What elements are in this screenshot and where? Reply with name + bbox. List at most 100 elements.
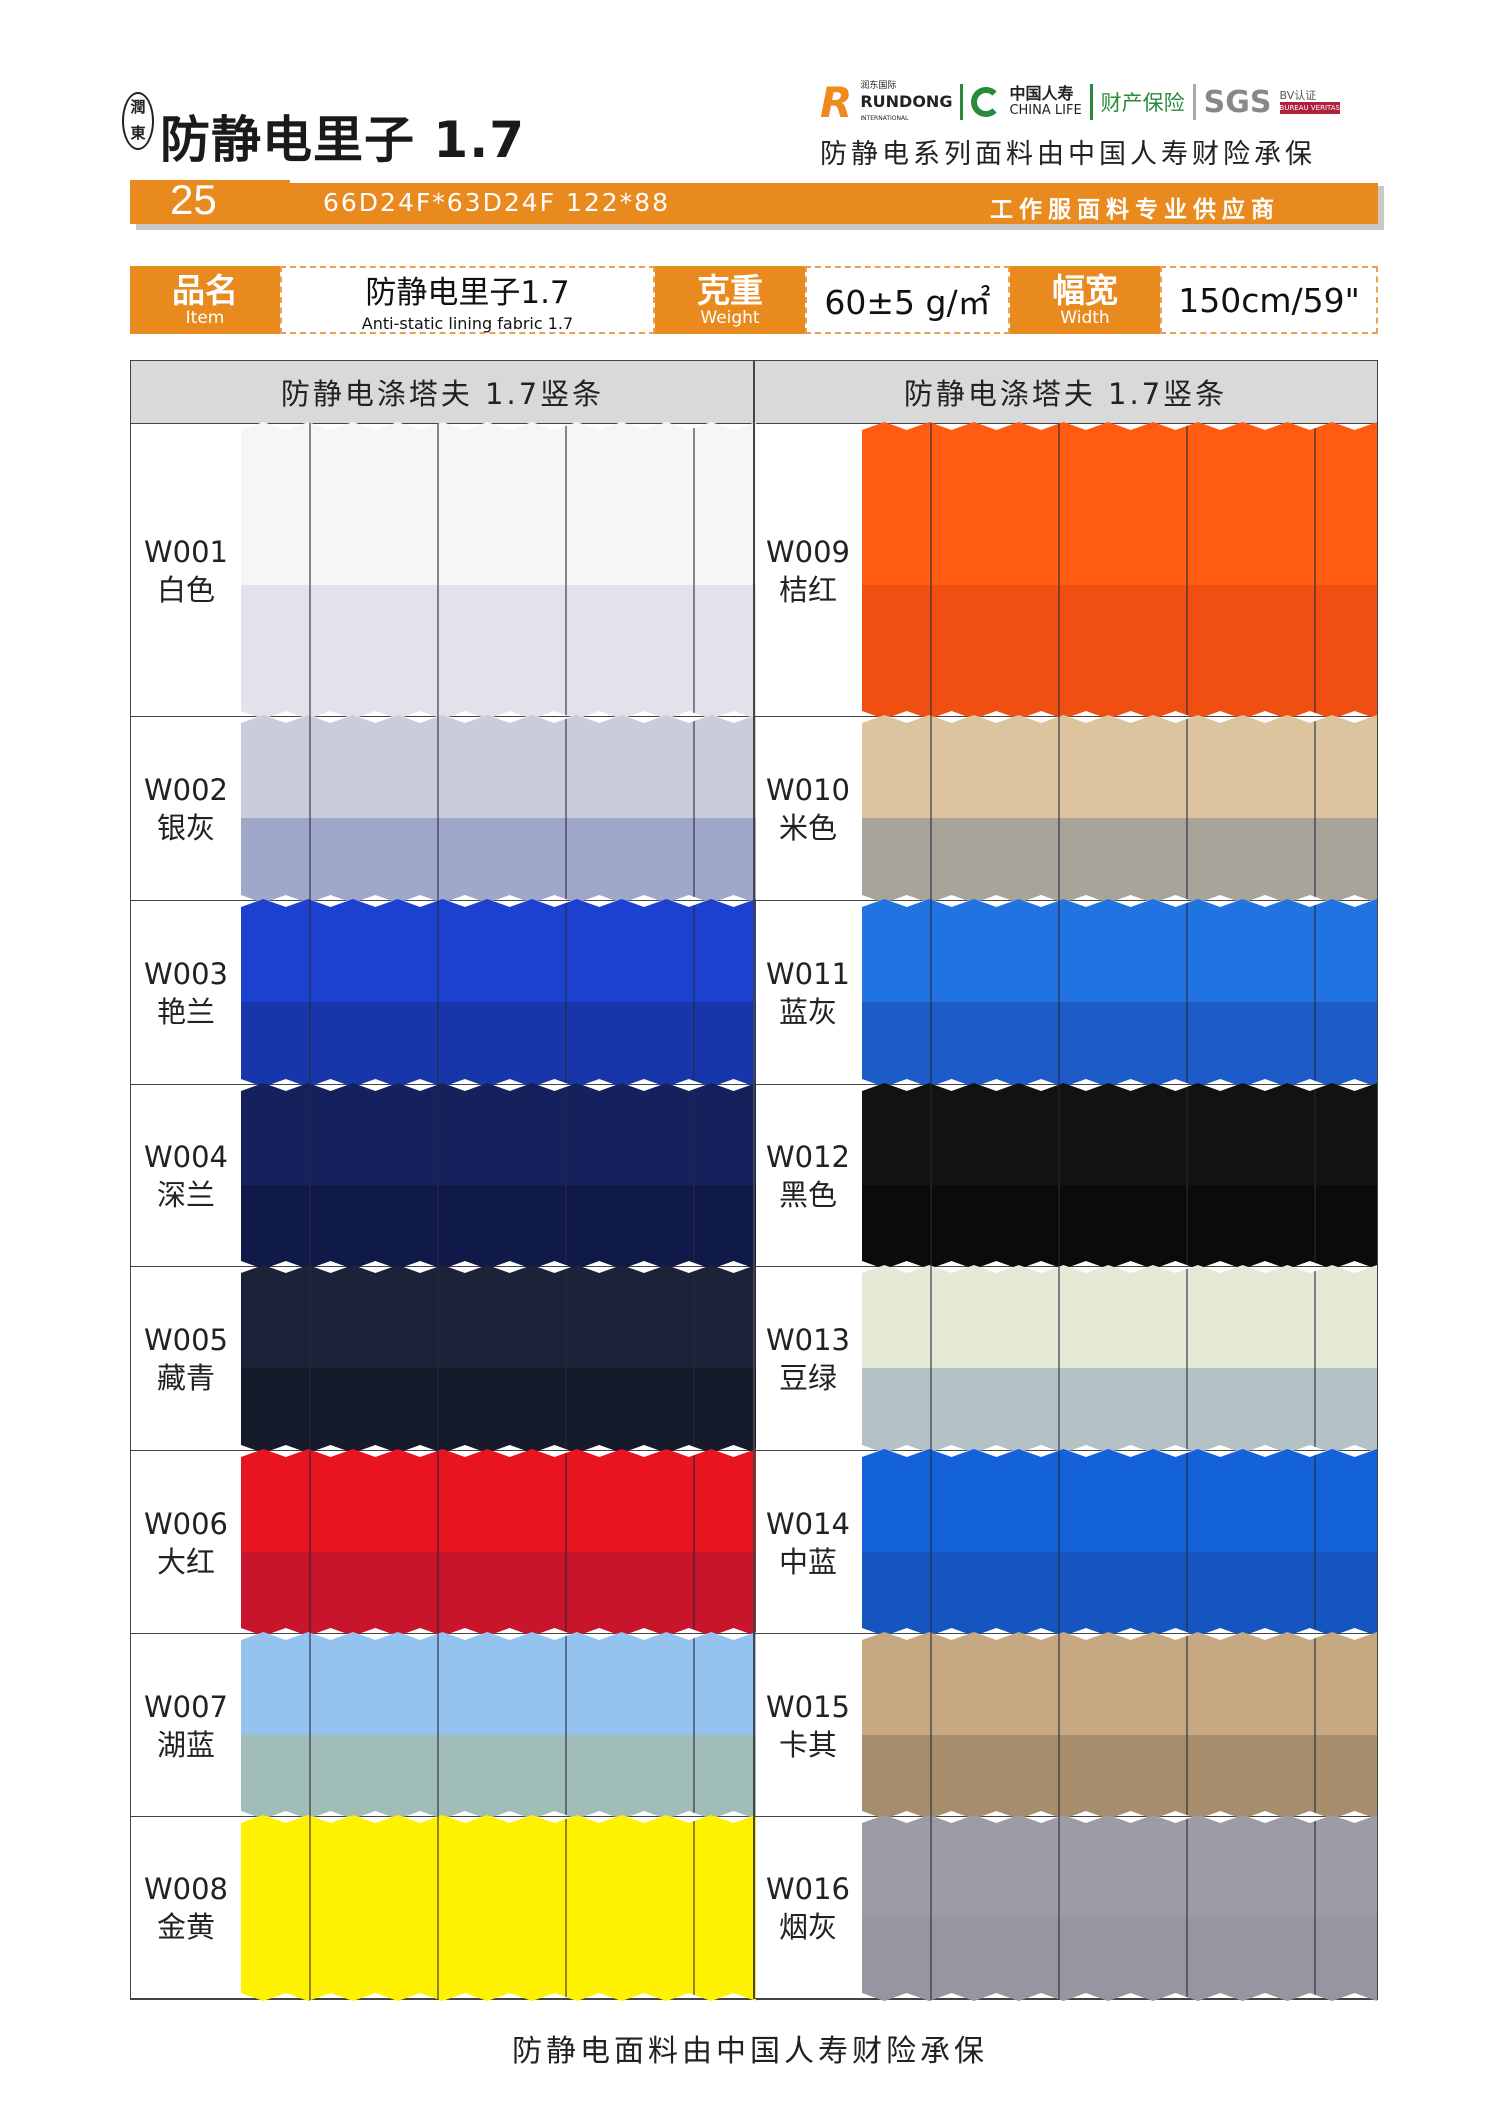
fabric-swatch <box>241 1083 756 1269</box>
fabric-swatch <box>241 422 756 719</box>
fabric-swatch <box>241 1449 756 1636</box>
swatch-row: W008 金黄 <box>131 1817 754 1999</box>
rundong-logo-icon: R <box>820 77 853 127</box>
color-label: W005 藏青 <box>131 1267 241 1451</box>
color-label: W002 银灰 <box>131 717 241 901</box>
color-label: W001 白色 <box>131 424 241 717</box>
color-name: 大红 <box>156 1544 215 1579</box>
swatch-row: W012 黑色 <box>754 1085 1377 1267</box>
color-code: W007 <box>143 1689 229 1724</box>
column-header-left: 防静电涤塔夫 1.7竖条 <box>131 361 754 424</box>
color-code: W012 <box>765 1140 851 1174</box>
color-code: W008 <box>143 1872 229 1906</box>
swatch-row: W010 米色 <box>754 717 1377 901</box>
fabric-swatch <box>241 715 756 903</box>
color-name: 蓝灰 <box>778 995 837 1029</box>
fabric-spec: 66D24F*63D24F 122*88 <box>323 188 670 217</box>
color-code: W002 <box>143 773 229 807</box>
band-divider <box>290 180 1378 183</box>
china-life-logo: 中国人寿 CHINA LIFE <box>1009 84 1082 119</box>
color-name: 烟灰 <box>778 1910 837 1944</box>
color-label: W007 湖蓝 <box>131 1634 241 1817</box>
swatch-row: W007 湖蓝 <box>131 1634 754 1817</box>
property-insurance-label: 财产保险 <box>1100 91 1185 115</box>
swatch-row: W005 藏青 <box>131 1267 754 1451</box>
color-label: W014 中蓝 <box>754 1451 862 1634</box>
color-name: 藏青 <box>156 1361 215 1395</box>
width-value: 150cm/59" <box>1160 266 1378 334</box>
color-code: W016 <box>765 1872 851 1906</box>
color-name: 金黄 <box>156 1910 215 1944</box>
swatch-row: W011 蓝灰 <box>754 901 1377 1085</box>
color-code: W009 <box>765 534 851 569</box>
color-label: W003 艳兰 <box>131 901 241 1085</box>
color-label: W015 卡其 <box>754 1634 862 1817</box>
china-life-logo-icon <box>971 87 1002 117</box>
color-code: W006 <box>143 1506 229 1541</box>
swatch-row: W014 中蓝 <box>754 1451 1377 1634</box>
fabric-swatch <box>862 715 1377 903</box>
slogan: 工作服面料专业供应商 <box>990 196 1280 223</box>
page-title: 防静电里子 1.7 <box>160 111 525 169</box>
fabric-swatch <box>862 1083 1377 1269</box>
swatch-row: W003 艳兰 <box>131 901 754 1085</box>
swatch-row: W006 大红 <box>131 1451 754 1634</box>
color-label: W016 烟灰 <box>754 1817 862 1999</box>
color-name: 豆绿 <box>778 1361 837 1395</box>
swatch-row: W001 白色 <box>131 424 754 717</box>
color-name: 米色 <box>778 811 837 845</box>
color-code: W015 <box>765 1689 851 1724</box>
color-name: 桔红 <box>778 572 837 607</box>
page-number: 25 <box>170 176 217 223</box>
color-code: W004 <box>143 1140 229 1174</box>
insurance-note: 防静电系列面料由中国人寿财险承保 <box>820 139 1316 170</box>
color-name: 银灰 <box>156 811 215 845</box>
rundong-logo: 润东国际 RUNDONG INTERNATIONAL <box>860 80 953 122</box>
fabric-swatch <box>241 1632 756 1819</box>
color-label: W013 豆绿 <box>754 1267 862 1451</box>
color-name: 黑色 <box>778 1178 837 1212</box>
spec-band <box>130 180 1378 224</box>
color-label: W004 深兰 <box>131 1085 241 1267</box>
color-label: W011 蓝灰 <box>754 901 862 1085</box>
color-code: W003 <box>143 957 229 991</box>
swatch-row: W004 深兰 <box>131 1085 754 1267</box>
color-name: 卡其 <box>778 1727 837 1762</box>
fabric-swatch <box>862 422 1377 719</box>
bv-logo: BV认证 BUREAU VERITAS <box>1279 89 1340 114</box>
weight-label: 克重 Weight <box>655 266 805 334</box>
color-code: W011 <box>765 957 851 991</box>
color-label: W006 大红 <box>131 1451 241 1634</box>
swatch-row: W016 烟灰 <box>754 1817 1377 1999</box>
width-label: 幅宽 Width <box>1010 266 1160 334</box>
color-code: W005 <box>143 1323 229 1357</box>
color-code: W013 <box>765 1323 851 1357</box>
color-name: 湖蓝 <box>156 1727 215 1762</box>
color-name: 白色 <box>156 572 215 607</box>
footer-note: 防静电面料由中国人寿财险承保 <box>512 2034 988 2069</box>
fabric-swatch <box>862 1449 1377 1636</box>
seal-text: 潤東 <box>130 98 146 142</box>
color-name: 深兰 <box>156 1178 215 1212</box>
fabric-swatch <box>241 1815 756 2001</box>
info-bar: 品名 Item 防静电里子1.7 Anti-static lining fabric… <box>130 266 1378 334</box>
item-value: 防静电里子1.7 Anti-static lining fabric 1.7 <box>280 266 655 334</box>
color-name: 艳兰 <box>156 995 215 1029</box>
swatch-row: W015 卡其 <box>754 1634 1377 1817</box>
item-label: 品名 Item <box>130 266 280 334</box>
color-name: 中蓝 <box>778 1544 837 1579</box>
swatch-row: W002 银灰 <box>131 717 754 901</box>
partner-logos: R 润东国际 RUNDONG INTERNATIONAL 中国人寿 CHINA LIF… <box>820 77 1340 127</box>
swatch-row: W009 桔红 <box>754 424 1377 717</box>
fabric-swatch <box>862 1265 1377 1453</box>
swatch-row: W013 豆绿 <box>754 1267 1377 1451</box>
color-label: W012 黑色 <box>754 1085 862 1267</box>
fabric-swatch <box>862 1815 1377 2001</box>
column-header-right: 防静电涤塔夫 1.7竖条 <box>754 361 1377 424</box>
color-label: W008 金黄 <box>131 1817 241 1999</box>
fabric-swatch <box>241 1265 756 1453</box>
color-code: W001 <box>143 534 229 569</box>
fabric-swatch <box>862 899 1377 1087</box>
sgs-logo: SGS <box>1203 84 1272 120</box>
weight-value: 60±5 g/㎡ <box>805 266 1010 334</box>
